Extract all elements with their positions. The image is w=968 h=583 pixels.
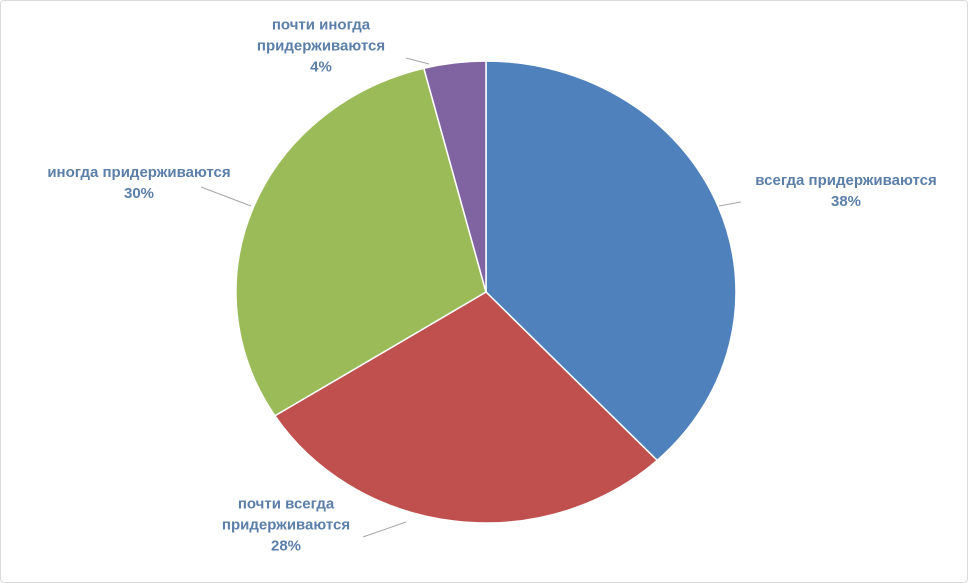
data-label: всегда придерживаются 38% <box>746 170 946 212</box>
pie-slice <box>235 67 487 417</box>
leader-line <box>405 57 430 65</box>
data-label: почти иногда придерживаются 4% <box>221 15 421 78</box>
pie-slice <box>422 60 487 293</box>
value-label: 30% <box>123 185 155 202</box>
data-label: почти всегда придерживаются 28% <box>186 494 386 557</box>
value-label: 4% <box>310 58 332 76</box>
category-label: иногда придерживаются <box>47 164 231 181</box>
pie-slice <box>485 60 737 462</box>
category-label: всегда придерживаются <box>755 172 937 189</box>
leader-line <box>718 201 742 207</box>
leader-line <box>362 521 407 538</box>
value-label: 38% <box>830 193 862 210</box>
category-label: почти иногда придерживаются <box>256 16 386 55</box>
category-label: почти всегда придерживаются <box>221 495 351 534</box>
data-label: иногда придерживаются 30% <box>39 162 239 204</box>
pie-slice <box>273 291 659 524</box>
leader-line <box>200 186 252 207</box>
value-label: 28% <box>270 537 302 555</box>
